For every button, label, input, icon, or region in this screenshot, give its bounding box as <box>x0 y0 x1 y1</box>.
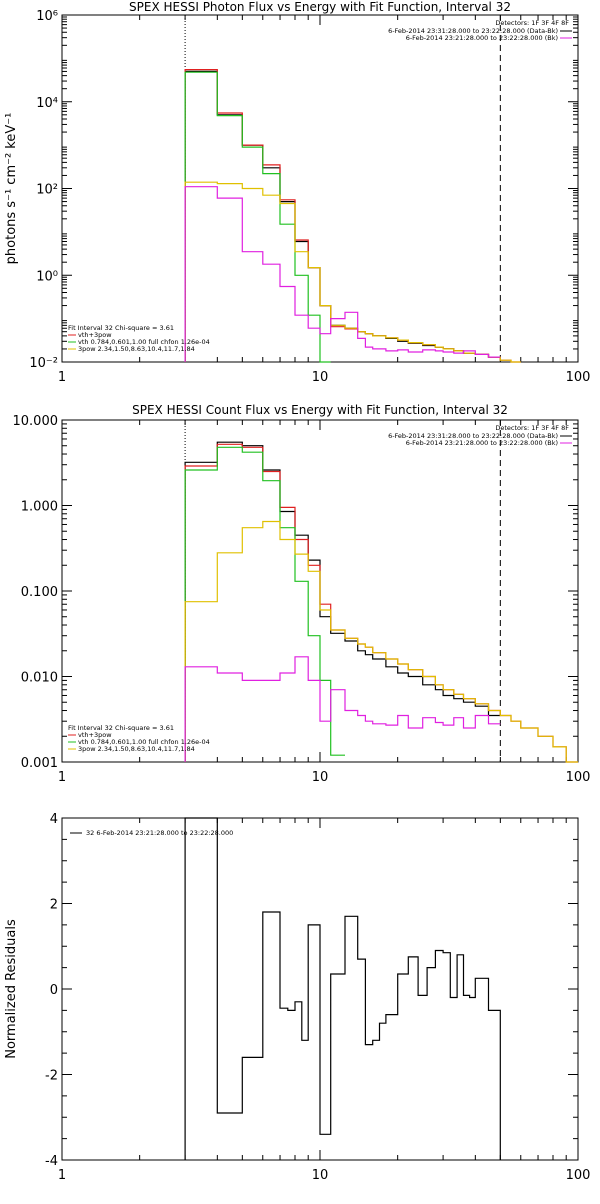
legend-label: 6-Feb-2014 23:21:28.000 to 23:22:28.000 … <box>406 439 558 447</box>
legend-top: Detectors: 1F 3F 4F 8F6-Feb-2014 23:31:2… <box>388 424 572 447</box>
y-tick-label: 10⁴ <box>36 96 58 111</box>
chart-title: SPEX HESSI Count Flux vs Energy with Fit… <box>132 403 508 417</box>
legend-fit-header: Fit Interval 32 Chi-square = 3.61 <box>68 324 174 332</box>
y-tick-label: -2 <box>45 1069 58 1084</box>
legend-fit: Fit Interval 32 Chi-square = 3.61vth+3po… <box>68 724 210 753</box>
x-tick-label: 10 <box>312 1168 329 1183</box>
y-tick-label: 0 <box>50 983 58 998</box>
y-tick-label: 2 <box>50 898 58 913</box>
series-vth-3pow <box>184 443 578 763</box>
x-axis: 1 10 100 <box>58 818 591 1183</box>
panel-3: 1 10 100 4 2 0 -2 -4 Normalized Residuals 32 6-Fe… <box>4 812 590 1183</box>
series-3pow <box>184 181 521 363</box>
legend-top: 32 6-Feb-2014 23:21:28.000 to 23:22:28.0… <box>70 829 233 837</box>
x-tick-label: 1 <box>58 770 66 785</box>
y-tick-label: 10⁶ <box>36 9 58 24</box>
series-group <box>184 441 578 763</box>
series-bk <box>184 186 501 362</box>
x-axis: 1 10 100 <box>58 15 591 385</box>
series-group <box>184 69 521 363</box>
series-group <box>184 817 501 1160</box>
x-tick-label: 1 <box>58 370 66 385</box>
y-tick-label: 10⁻² <box>29 356 58 371</box>
chart-title: SPEX HESSI Photon Flux vs Energy with Fi… <box>129 0 511 14</box>
legend-label: vth+3pow <box>78 731 112 739</box>
series-data-bk <box>184 441 501 762</box>
legend-detectors: Detectors: 1F 3F 4F 8F <box>495 19 569 27</box>
legend-label: 6-Feb-2014 23:31:28.000 to 23:22:28.000 … <box>388 432 558 440</box>
y-axis: 10⁻² 10⁰ 10² 10⁴ 10⁶ <box>29 9 578 371</box>
y-tick-label: 10⁰ <box>36 269 58 284</box>
panel-2: SPEX HESSI Count Flux vs Energy with Fit… <box>13 403 591 785</box>
legend-label: vth+3pow <box>78 331 112 339</box>
y-axis: 4 2 0 -2 -4 <box>45 812 578 1169</box>
legend-label: 6-Feb-2014 23:21:28.000 to 23:22:28.000 … <box>406 34 558 42</box>
series-vth <box>184 71 331 363</box>
y-tick-label: 4 <box>50 812 58 827</box>
panel-1: SPEX HESSI Photon Flux vs Energy with Fi… <box>4 0 590 385</box>
x-tick-label: 100 <box>566 1168 591 1183</box>
legend-detectors: Detectors: 1F 3F 4F 8F <box>495 424 569 432</box>
legend-label: 3pow 2.34,1.50,8.63,10.4,11.7,1.84 <box>78 745 195 753</box>
legend-fit: Fit Interval 32 Chi-square = 3.61vth+3po… <box>68 324 210 353</box>
x-tick-label: 100 <box>566 370 591 385</box>
y-tick-label: 0.100 <box>21 585 58 600</box>
legend-top: Detectors: 1F 3F 4F 8F6-Feb-2014 23:31:2… <box>388 19 572 42</box>
y-axis-label: photons s⁻¹ cm⁻² keV⁻¹ <box>4 113 19 265</box>
x-tick-label: 100 <box>566 770 591 785</box>
legend-fit-header: Fit Interval 32 Chi-square = 3.61 <box>68 724 174 732</box>
y-tick-label: 0.010 <box>21 671 58 686</box>
legend-label: vth 0.784,0.601,1.00 full chfon 1.26e-04 <box>78 738 210 746</box>
legend-label: 6-Feb-2014 23:31:28.000 to 23:22:28.000 … <box>388 27 558 35</box>
series-residuals <box>184 817 501 1160</box>
legend-label: 3pow 2.34,1.50,8.63,10.4,11.7,1.84 <box>78 345 195 353</box>
x-tick-label: 10 <box>312 370 329 385</box>
y-tick-label: -4 <box>45 1154 58 1169</box>
x-axis: 1 10 100 <box>58 420 591 785</box>
legend-label: 32 6-Feb-2014 23:21:28.000 to 23:22:28.0… <box>86 829 233 837</box>
y-tick-label: 10² <box>36 183 58 198</box>
series-bk <box>184 656 501 762</box>
y-axis: 0.001 0.010 0.100 1.000 10.000 <box>13 414 578 771</box>
legend-label: vth 0.784,0.601,1.00 full chfon 1.26e-04 <box>78 338 210 346</box>
y-tick-label: 0.001 <box>21 756 58 771</box>
y-tick-label: 10.000 <box>13 414 59 429</box>
x-tick-label: 10 <box>312 770 329 785</box>
series-3pow <box>184 520 578 763</box>
x-tick-label: 1 <box>58 1168 66 1183</box>
y-tick-label: 1.000 <box>21 500 58 515</box>
y-axis-label: Normalized Residuals <box>4 919 19 1059</box>
series-vth-3pow <box>184 69 521 363</box>
